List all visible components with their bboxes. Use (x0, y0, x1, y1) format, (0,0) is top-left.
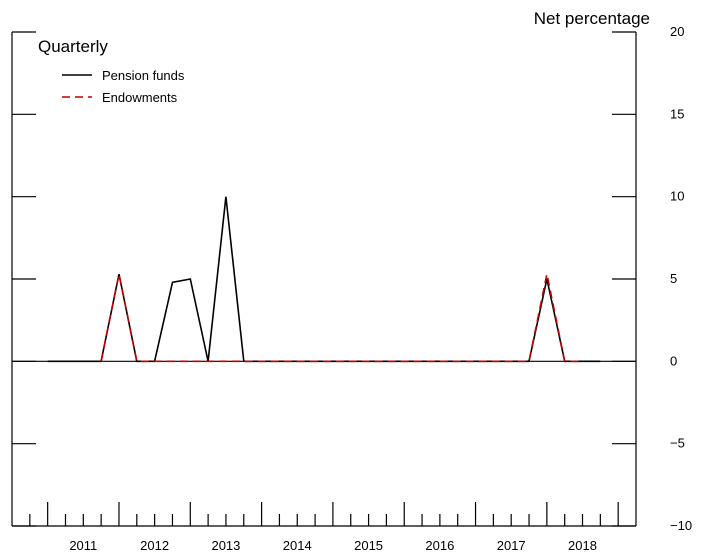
y-tick-label: −10 (670, 518, 692, 533)
x-tick-label: 2018 (568, 538, 597, 553)
x-ticks (29, 502, 619, 526)
plot-frame (11, 32, 637, 527)
y-tick-label: 15 (670, 106, 684, 121)
chart-title: Quarterly (38, 37, 108, 56)
y-tick-label: 20 (670, 24, 684, 39)
x-tick-label: 2017 (497, 538, 526, 553)
legend-label-pension-funds: Pension funds (102, 68, 185, 83)
x-tick-labels: 2011 2012 2013 2014 2015 2016 2017 2018 (69, 538, 597, 553)
y-axis-title: Net percentage (534, 9, 650, 28)
y-ticks-right (612, 31, 636, 527)
y-tick-label: 10 (670, 189, 684, 204)
y-tick-label: 5 (670, 271, 677, 286)
series-group (47, 196, 601, 363)
x-tick-label: 2011 (69, 538, 97, 553)
x-tick-label: 2014 (283, 538, 312, 553)
y-tick-label: −5 (670, 436, 685, 451)
legend-label-endowments: Endowments (102, 90, 178, 105)
y-tick-labels: −10 −5 0 5 10 15 20 (670, 24, 692, 533)
x-tick-label: 2015 (354, 538, 383, 553)
x-tick-label: 2012 (140, 538, 169, 553)
y-ticks-left (12, 31, 36, 527)
legend: Pension funds Endowments (62, 68, 185, 105)
x-tick-label: 2016 (425, 538, 454, 553)
series-line-pension-funds (47, 196, 601, 363)
series-line-endowments (100, 273, 583, 363)
y-tick-label: 0 (670, 353, 677, 368)
x-tick-label: 2013 (211, 538, 240, 553)
